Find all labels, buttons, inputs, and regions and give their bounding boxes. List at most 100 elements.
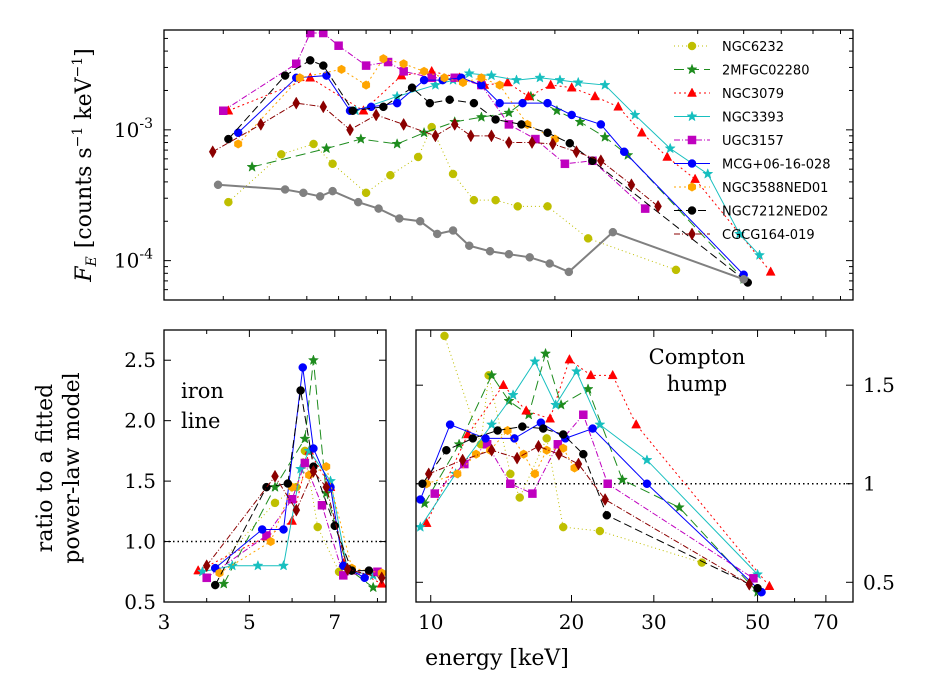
ngc3588ned01-series-marker: [379, 54, 388, 64]
ngc7212ned02-series-marker: [330, 521, 340, 531]
cgcg164-019-series-marker: [431, 129, 440, 143]
ngc3079-series-marker: [662, 151, 673, 161]
ngc3588ned01-series-marker: [295, 73, 304, 83]
ngc3079-series-line: [426, 358, 770, 587]
compton-annotation-line1: Compton: [649, 345, 746, 369]
mcg-06-16-028-series-marker: [588, 424, 597, 433]
ngc7212ned02-series: [418, 422, 762, 593]
ngc3393-series-marker: [733, 228, 746, 239]
x-tick-label: 5: [243, 610, 256, 634]
ngc6232-series-marker: [309, 139, 318, 149]
2mfgc02280-series-marker: [418, 126, 430, 138]
series-series-marker: [353, 197, 363, 207]
ngc7212ned02-series-marker: [305, 56, 315, 65]
ngc7212ned02-series-marker: [518, 422, 527, 431]
axes-frame: [415, 329, 854, 603]
ngc3393-series: [416, 355, 764, 580]
series-series-marker: [465, 241, 474, 250]
cgcg164-019-series-marker: [487, 129, 496, 143]
ngc3588ned01-series-marker: [440, 73, 449, 83]
ugc3157-series-marker: [579, 410, 588, 420]
ugc3157-series-marker: [317, 501, 327, 510]
x-tick-label: 10: [418, 610, 443, 634]
ugc3157-series-marker: [553, 440, 563, 449]
ngc6232-series-marker: [328, 159, 337, 169]
cgcg164-019-series-marker: [399, 117, 408, 131]
ngc3079-series-marker: [585, 369, 596, 380]
ngc3079-series-marker: [358, 105, 369, 115]
cgcg164-019-series-marker: [309, 464, 318, 478]
ugc3157-series-marker: [305, 30, 315, 38]
legend-marker: [686, 110, 698, 122]
2mfgc02280-series-marker: [391, 138, 403, 149]
ngc3393-series-marker: [226, 559, 238, 571]
2mfgc02280-series-marker: [355, 133, 367, 144]
legend-item-2mfgc02280: 2MFGC02280: [674, 64, 809, 79]
2mfgc02280-series-marker: [307, 354, 320, 366]
y-tick-label: 2.5: [124, 348, 156, 372]
ngc6232-series-marker: [671, 265, 681, 275]
ugc3157-series-marker: [430, 489, 440, 498]
mcg-06-16-028-series: [233, 71, 748, 279]
legend-label: UGC3157: [722, 134, 784, 149]
cgcg164-019-series-marker: [458, 453, 467, 467]
y-tick-label: 2.0: [124, 409, 156, 433]
cgcg164-019-series-marker: [534, 439, 543, 453]
y-axis-label-bottom-line2: power-law model: [60, 372, 85, 563]
ngc3079-series-marker: [765, 266, 776, 276]
2mfgc02280-series-marker: [486, 369, 498, 381]
series-series-marker: [280, 185, 290, 194]
cgcg164-019-series-marker: [528, 136, 536, 150]
ngc6232-series-marker: [386, 170, 395, 180]
ngc3588ned01-series-marker: [399, 59, 408, 69]
ugc3157-series-marker: [334, 41, 343, 50]
ngc3393-series-marker: [534, 71, 546, 83]
ngc7212ned02-series-marker: [348, 106, 358, 115]
ngc6232-series-marker: [270, 498, 280, 508]
cgcg164-019-series-marker: [745, 577, 754, 591]
cgcg164-019-series-marker: [601, 493, 609, 507]
ngc3588ned01-series-marker: [266, 536, 275, 547]
x-axis-label: energy [keV]: [425, 646, 569, 671]
ugc3157-series-marker: [399, 67, 408, 76]
y-tick-label: 1: [863, 472, 876, 496]
2mfgc02280-series-marker: [539, 347, 552, 359]
y-tick-label: 1.5: [863, 373, 895, 397]
ngc6232-series-marker: [583, 234, 593, 243]
ugc3157-series: [202, 458, 382, 583]
ngc3079-series-marker: [764, 580, 775, 590]
x-tick-label: 70: [813, 610, 838, 634]
mcg-06-16-028-series-marker: [279, 525, 288, 534]
ngc3588ned01-series-line: [426, 429, 575, 485]
ugc3157-series-marker: [287, 494, 297, 504]
mcg-06-16-028-series-marker: [495, 98, 504, 108]
ngc3588ned01-series-marker: [472, 449, 481, 459]
ngc3079-series-marker: [545, 413, 556, 423]
ngc7212ned02-series-marker: [543, 128, 552, 138]
ngc6232-series-marker: [595, 526, 605, 536]
2mfgc02280-series-marker: [599, 131, 611, 142]
y-tick-label: 10-3: [114, 116, 153, 142]
cgcg164-019-series: [424, 439, 754, 591]
ugc3157-series-marker: [202, 573, 211, 583]
cgcg164-019-series-marker: [292, 503, 301, 517]
ngc7212ned02-series: [210, 386, 374, 590]
ngc7212ned02-series-marker: [319, 61, 328, 70]
ngc3079-series-marker: [287, 515, 297, 525]
ugc3157-series-marker: [262, 531, 271, 540]
cgcg164-019-series-marker: [572, 145, 581, 159]
ngc3588ned01-series-marker: [337, 64, 346, 74]
cgcg164-019-series-marker: [346, 123, 354, 137]
2mfgc02280-series-marker: [246, 161, 258, 172]
ngc7212ned02-series-marker: [445, 95, 454, 104]
ugc3157-series-marker: [560, 159, 570, 169]
mcg-06-16-028-series-marker: [360, 573, 369, 583]
ugc3157-series-marker: [291, 59, 301, 69]
legend-item-mcg-06-16-028: MCG+06-16-028: [674, 158, 831, 173]
cgcg164-019-series: [202, 464, 386, 585]
legend-label: MCG+06-16-028: [722, 158, 831, 173]
axes-frame: [163, 29, 854, 301]
ngc3588ned01-series-marker: [420, 66, 429, 76]
2mfgc02280-series-marker: [673, 501, 685, 513]
legend: NGC6232 2MFGC02280 NGC3079 NGC3393 UGC3157 MC…: [674, 40, 831, 243]
